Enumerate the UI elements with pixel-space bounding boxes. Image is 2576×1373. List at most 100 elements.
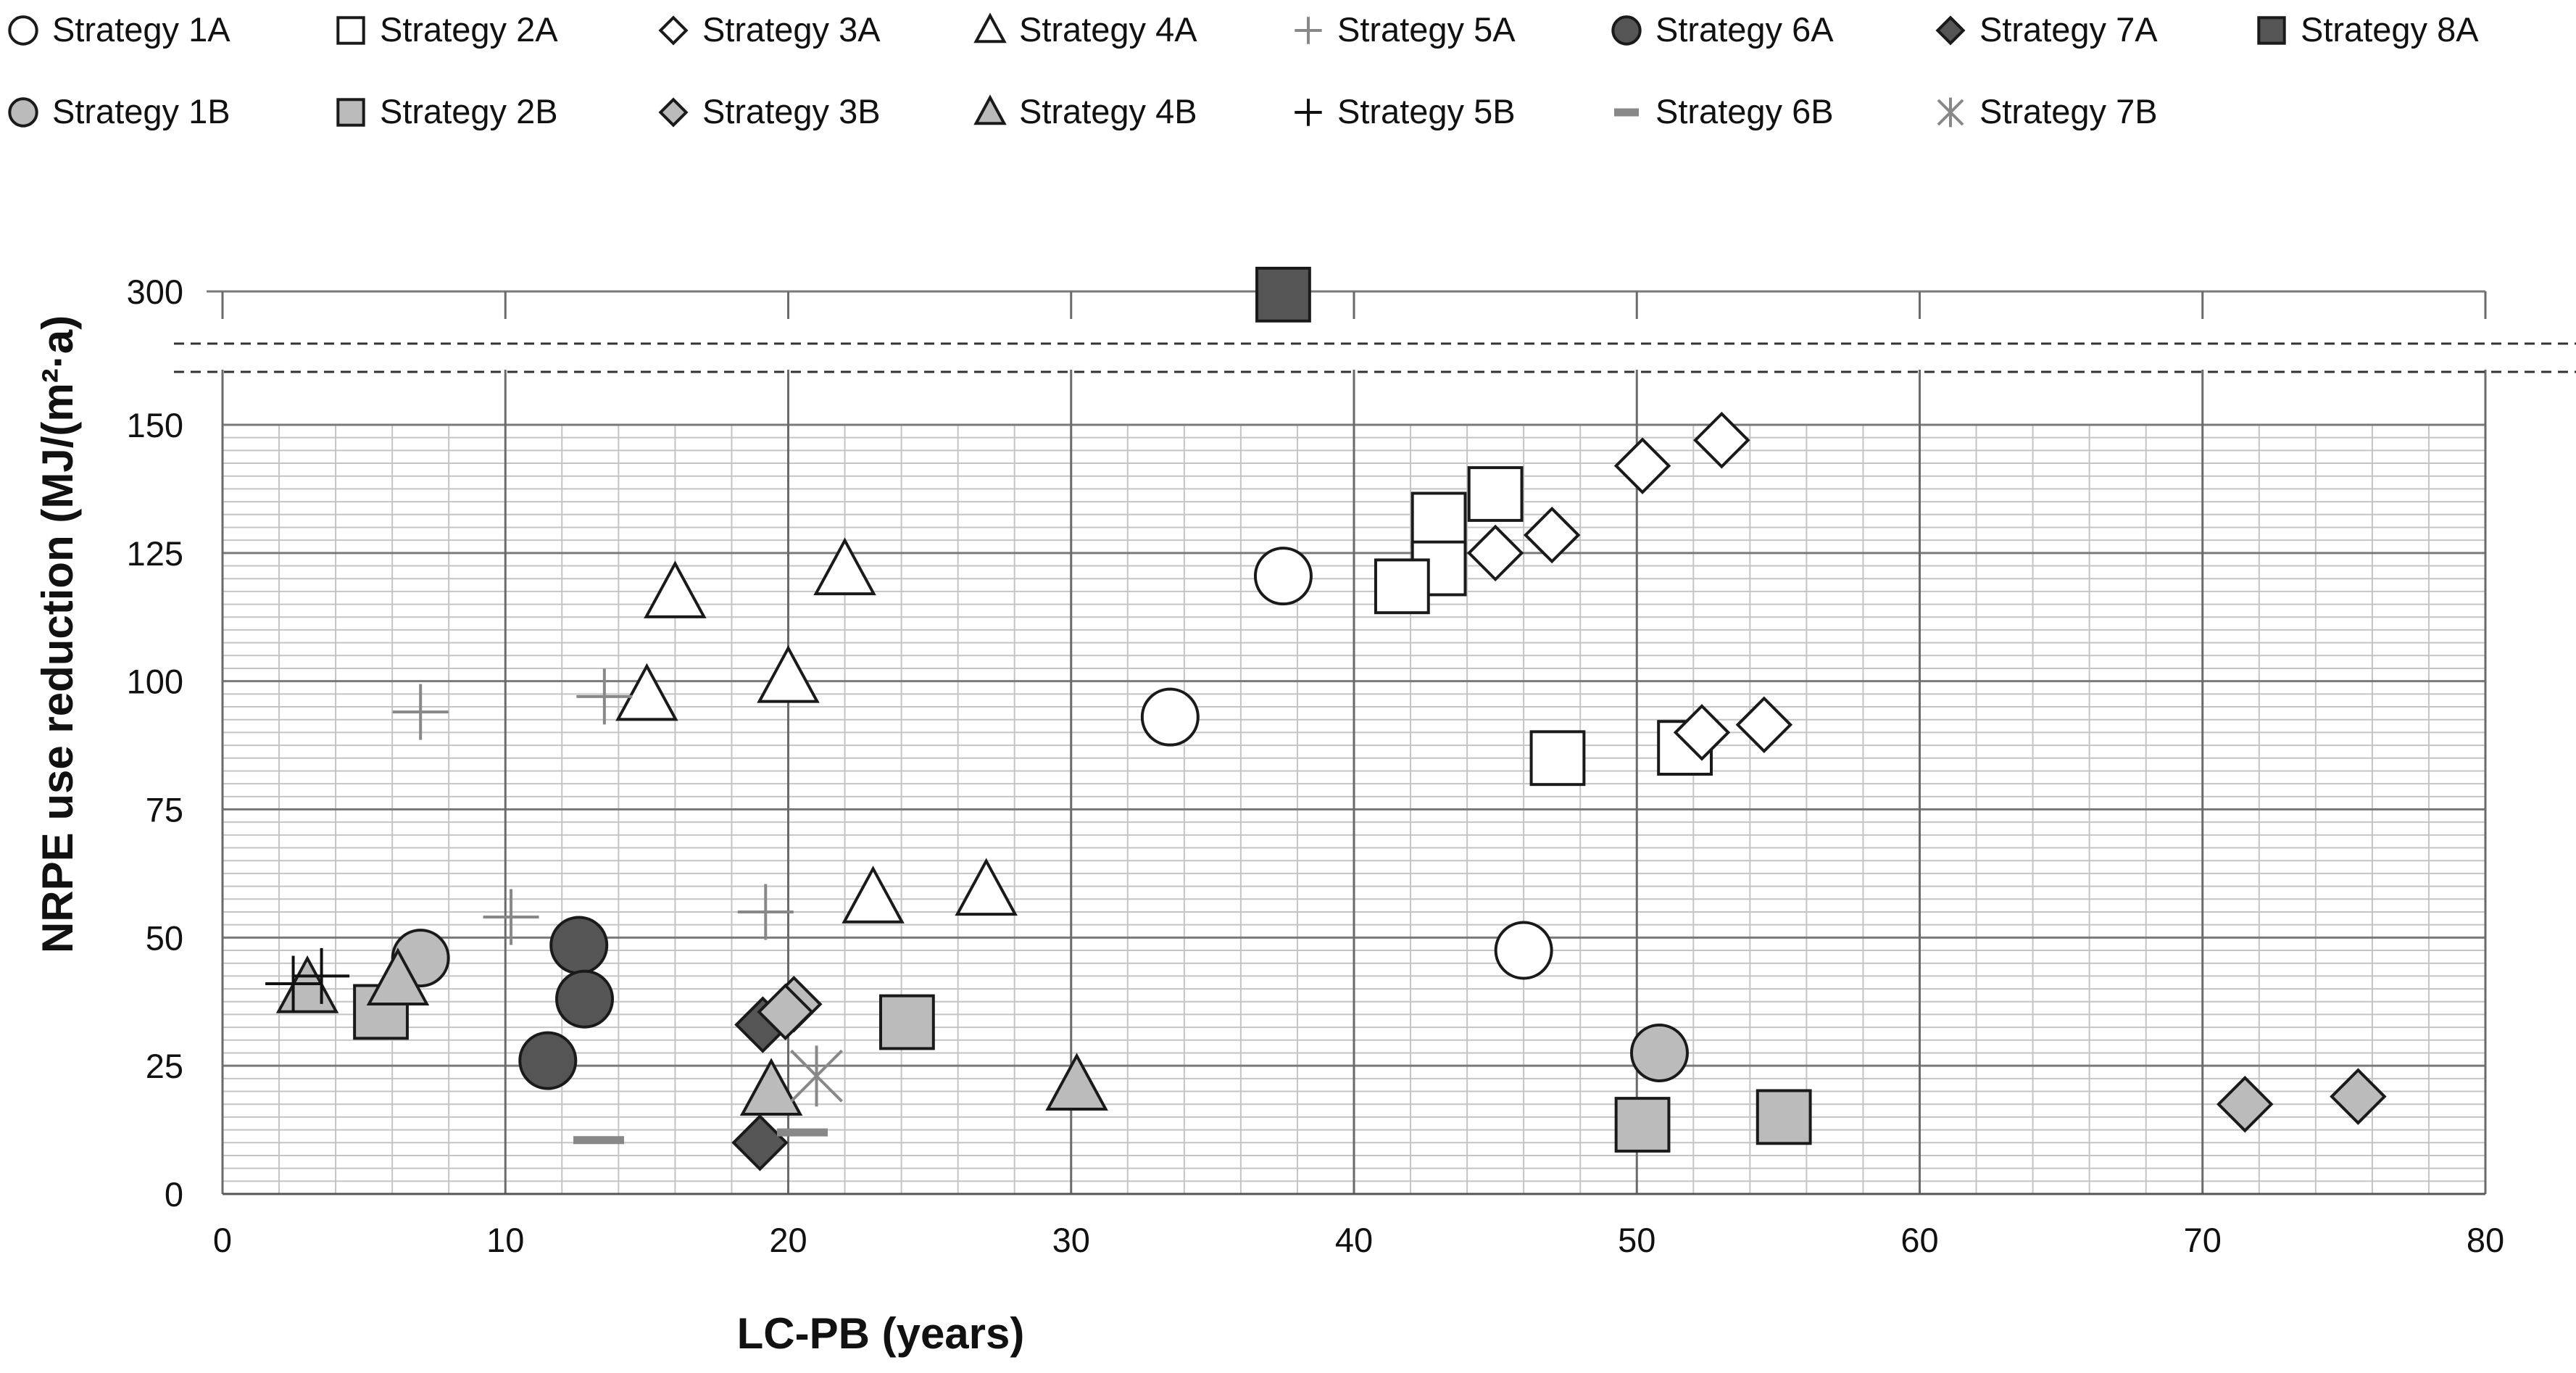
- y-tick-label: 300: [127, 273, 183, 311]
- x-tick-label: 70: [2184, 1221, 2222, 1259]
- legend-marker-strategy-4b: [973, 94, 1007, 125]
- legend-marker-strategy-6a: [1611, 15, 1642, 46]
- point-strategy-4a: [757, 644, 820, 703]
- legend-label-strategy-1b: Strategy 1B: [52, 92, 230, 130]
- legend-marker-strategy-1b: [8, 97, 38, 128]
- legend-label-strategy-4a: Strategy 4A: [1019, 10, 1197, 49]
- point-strategy-4a: [955, 858, 1018, 916]
- legend-item-strategy-6a: Strategy 6A: [1611, 10, 1834, 49]
- legend-marker-strategy-1a: [8, 15, 38, 46]
- series-strategy-3b: [757, 976, 2387, 1133]
- x-tick-label: 40: [1335, 1221, 1373, 1259]
- point-strategy-5a: [392, 684, 449, 740]
- legend-marker-strategy-2a: [336, 16, 365, 45]
- point-strategy-4b: [739, 1058, 803, 1116]
- legend-marker-strategy-8a: [2257, 16, 2286, 45]
- series-strategy-4a: [615, 537, 1018, 924]
- legend-marker-strategy-2b: [336, 98, 365, 127]
- legend-item-strategy-1a: Strategy 1A: [8, 10, 230, 49]
- point-strategy-3a: [1673, 704, 1731, 761]
- legend-label-strategy-8a: Strategy 8A: [2301, 10, 2479, 49]
- series-strategy-5b: [265, 947, 350, 1012]
- legend-label-strategy-7b: Strategy 7B: [1979, 92, 2158, 130]
- x-axis-title: LC-PB (years): [737, 1309, 1025, 1358]
- point-strategy-5b: [265, 955, 322, 1012]
- legend-label-strategy-2a: Strategy 2A: [380, 10, 558, 49]
- point-strategy-3b: [2216, 1075, 2274, 1133]
- legend-item-strategy-5a: Strategy 5A: [1295, 10, 1516, 49]
- point-strategy-2b: [1614, 1097, 1671, 1153]
- y-tick-label: 100: [127, 663, 183, 701]
- point-strategy-6a: [549, 916, 609, 975]
- point-strategy-4b: [366, 947, 430, 1005]
- x-tick-label: 50: [1618, 1221, 1655, 1259]
- legend-label-strategy-4b: Strategy 4B: [1019, 92, 1197, 130]
- series-strategy-8a: [1255, 267, 1311, 323]
- point-strategy-5a: [483, 889, 539, 945]
- series-strategy-4b: [275, 947, 1108, 1116]
- point-strategy-5b: [294, 947, 350, 1004]
- series-strategy-5a: [392, 668, 794, 945]
- legend-label-strategy-6b: Strategy 6B: [1655, 92, 1834, 130]
- legend-label-strategy-3b: Strategy 3B: [702, 92, 881, 130]
- legend-marker-strategy-3b: [658, 97, 689, 128]
- legend-item-strategy-3b: Strategy 3B: [658, 92, 881, 130]
- data-points: [265, 267, 2387, 1171]
- point-strategy-3a: [1735, 696, 1793, 754]
- legend-item-strategy-4b: Strategy 4B: [973, 92, 1197, 130]
- x-tick-label: 20: [769, 1221, 807, 1259]
- legend-marker-strategy-4a: [973, 12, 1007, 43]
- grid: [174, 290, 2576, 1195]
- legend-marker-strategy-5a: [1295, 17, 1322, 44]
- point-strategy-3a: [1466, 524, 1524, 582]
- point-strategy-8a: [1255, 267, 1311, 323]
- legend-marker-strategy-7a: [1935, 15, 1966, 46]
- y-tick-label: 125: [127, 534, 183, 573]
- series-strategy-7b: [790, 1045, 843, 1107]
- point-strategy-5a: [576, 668, 633, 725]
- legend-item-strategy-7a: Strategy 7A: [1935, 10, 2158, 49]
- legend-label-strategy-6a: Strategy 6A: [1655, 10, 1834, 49]
- x-tick-label: 30: [1052, 1221, 1090, 1259]
- series-strategy-6a: [518, 916, 615, 1090]
- point-strategy-3a: [1523, 506, 1581, 564]
- point-strategy-3b: [757, 983, 814, 1041]
- series-strategy-3a: [1466, 411, 1793, 761]
- point-strategy-2b: [879, 994, 935, 1050]
- x-tick-label: 80: [2467, 1221, 2504, 1259]
- legend-marker-strategy-7b: [1937, 97, 1964, 128]
- legend-item-strategy-6b: Strategy 6B: [1614, 92, 1834, 130]
- legend-label-strategy-5b: Strategy 5B: [1337, 92, 1516, 130]
- legend-item-strategy-2b: Strategy 2B: [336, 92, 558, 130]
- series-strategy-1a: [1140, 547, 1553, 980]
- legend-item-strategy-8a: Strategy 8A: [2257, 10, 2479, 49]
- point-strategy-3a: [1613, 437, 1671, 494]
- point-strategy-1a: [1253, 547, 1313, 606]
- point-strategy-2a: [1529, 730, 1586, 787]
- point-strategy-7a: [731, 1114, 789, 1171]
- x-tick-label: 10: [486, 1221, 524, 1259]
- point-strategy-1a: [1494, 921, 1553, 980]
- point-strategy-1a: [1140, 687, 1200, 747]
- point-strategy-4a: [644, 560, 707, 618]
- legend-marker-strategy-5b: [1295, 99, 1322, 126]
- y-tick-label: 0: [165, 1175, 183, 1214]
- legend-item-strategy-3a: Strategy 3A: [658, 10, 881, 49]
- y-axis-title: NRPE use reduction (MJ/(m²·a): [33, 315, 82, 953]
- legend-item-strategy-2a: Strategy 2A: [336, 10, 558, 49]
- legend-label-strategy-2b: Strategy 2B: [380, 92, 558, 130]
- y-tick-label: 75: [146, 791, 183, 829]
- y-tick-label: 150: [127, 406, 183, 444]
- point-strategy-2b: [1756, 1089, 1812, 1145]
- point-strategy-4a: [615, 663, 678, 721]
- legend-label-strategy-1a: Strategy 1A: [52, 10, 230, 49]
- legend-item-strategy-4a: Strategy 4A: [973, 10, 1197, 49]
- x-tick-label: 60: [1900, 1221, 1938, 1259]
- point-strategy-7b: [790, 1045, 843, 1107]
- point-strategy-4a: [813, 537, 876, 596]
- point-strategy-5a: [737, 884, 794, 940]
- y-tick-label: 50: [146, 918, 183, 957]
- x-tick-label: 0: [213, 1221, 232, 1259]
